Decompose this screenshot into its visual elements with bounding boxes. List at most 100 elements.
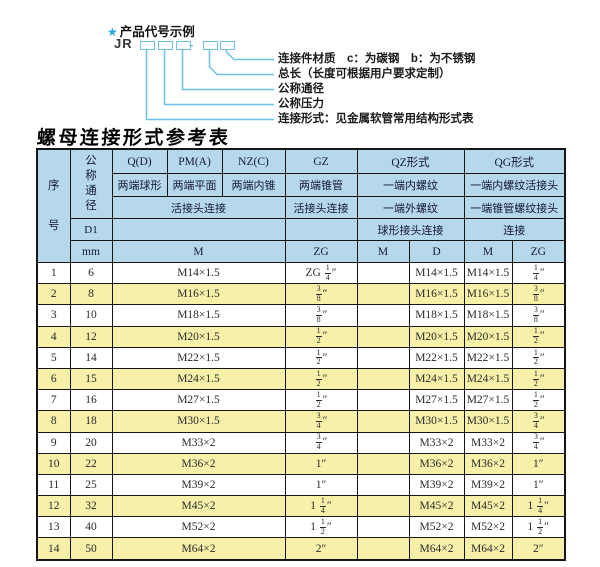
- cell-gz: 1″: [284, 452, 358, 475]
- cell-m: M30×1.5: [111, 410, 286, 433]
- cell-gz: 1 2 ″: [284, 325, 358, 348]
- cell-qgzg: 1 2 ″: [511, 346, 566, 369]
- cell-gz: ZG 1 4 ″: [284, 261, 358, 285]
- cell-qgzg: 1″: [511, 473, 566, 497]
- cell-qgzg: 3 4 ″: [511, 431, 566, 454]
- cell-qzd: M64×2: [408, 537, 465, 561]
- cell-m: M39×2: [111, 473, 286, 497]
- cell-dn: 50: [69, 537, 113, 561]
- code-box: [140, 41, 155, 50]
- cell-no: 6: [36, 367, 71, 391]
- cell-qgm: M20×1.5: [463, 325, 513, 348]
- header-gz-union: 活接头连接: [284, 196, 358, 219]
- header-qg-taper-joint: 一端锥管螺纹接头: [463, 196, 566, 219]
- cell-qzd: M18×1.5: [408, 304, 465, 327]
- cell-m: M14×1.5: [111, 261, 286, 285]
- cell-qgzg: 1 1 2 ″: [511, 516, 566, 539]
- cell-qzd: M14×1.5: [408, 261, 465, 285]
- header-q-desc: 两端球形: [111, 173, 168, 197]
- header-qg: QG形式: [463, 148, 566, 174]
- header-pm: PM(A): [166, 148, 223, 174]
- cell-qgm: M36×2: [463, 452, 513, 475]
- cell-no: 13: [36, 516, 71, 539]
- table-header: 序号 公称通径 Q(D) PM(A) NZ(C) GZ QZ形式 QG形式 两端…: [36, 148, 566, 263]
- label-total-length: 总长（长度可根据用户要求定制）: [278, 68, 451, 80]
- cell-no: 1: [36, 261, 71, 285]
- cell-gz: 3 8 ″: [284, 304, 358, 327]
- cell-gz: 3 8 ″: [284, 283, 358, 306]
- cell-qgm: M16×1.5: [463, 283, 513, 306]
- cell-m: M27×1.5: [111, 389, 286, 412]
- cell-qzd: M52×2: [408, 516, 465, 539]
- cell-qzd: M16×1.5: [408, 283, 465, 306]
- cell-qzm: [356, 516, 410, 539]
- header-qg-desc: 一端内螺纹活接头: [463, 173, 566, 197]
- cell-m: M16×1.5: [111, 283, 286, 306]
- code-prefix: JR: [114, 36, 133, 51]
- header-qg-m: M: [463, 240, 513, 263]
- header-qz-ball-joint: 球形接头连接: [356, 218, 465, 241]
- cell-qgm: M27×1.5: [463, 389, 513, 412]
- cell-dn: 18: [69, 410, 113, 433]
- cell-no: 2: [36, 283, 71, 306]
- cell-no: 12: [36, 495, 71, 518]
- cell-qgzg: 1 1 4 ″: [511, 495, 566, 518]
- header-q: Q(D): [111, 148, 168, 174]
- cell-gz: 3 4 ″: [284, 431, 358, 454]
- cell-gz: 1 2 ″: [284, 389, 358, 412]
- cell-m: M52×2: [111, 516, 286, 539]
- cell-m: M22×1.5: [111, 346, 286, 369]
- cell-qzd: M22×1.5: [408, 346, 465, 369]
- header-qz-ext-thread: 一端外螺纹: [356, 196, 465, 219]
- cell-gz: 3 4 ″: [284, 410, 358, 433]
- cell-qzd: M45×2: [408, 495, 465, 518]
- cell-qgm: M22×1.5: [463, 346, 513, 369]
- header-blank-gz: [284, 218, 358, 241]
- star-icon: ★: [107, 25, 118, 39]
- table-row: 2 8 M16×1.5 3 8 ″ M16×1.5 M16×1.5 3 8 ″: [36, 283, 566, 306]
- cell-m: M20×1.5: [111, 325, 286, 348]
- label-nominal-diameter: 公称通径: [278, 83, 324, 95]
- table-row: 14 50 M64×2 2″ M64×2 M64×2 2″: [36, 537, 566, 561]
- cell-m: M24×1.5: [111, 367, 286, 391]
- cell-m: M45×2: [111, 495, 286, 518]
- header-d1: D1: [69, 218, 113, 241]
- cell-no: 3: [36, 304, 71, 327]
- cell-no: 7: [36, 389, 71, 412]
- table-row: 3 10 M18×1.5 3 8 ″ M18×1.5 M18×1.5 3 8 ″: [36, 304, 566, 327]
- cell-dn: 32: [69, 495, 113, 518]
- cell-qzd: M24×1.5: [408, 367, 465, 391]
- cell-dn: 6: [69, 261, 113, 285]
- cell-qzm: [356, 283, 410, 306]
- diagram-heading-text: 产品代号示例: [119, 25, 195, 39]
- cell-qgm: M39×2: [463, 473, 513, 497]
- cell-qzd: M39×2: [408, 473, 465, 497]
- cell-gz: 1 1 4 ″: [284, 495, 358, 518]
- cell-qzd: M33×2: [408, 431, 465, 454]
- code-box: [220, 41, 235, 50]
- table-title: 螺母连接形式参考表: [36, 128, 232, 149]
- cell-no: 8: [36, 410, 71, 433]
- header-gz-desc: 两端锥管: [284, 173, 358, 197]
- header-qg-zg: ZG: [511, 240, 566, 263]
- cell-qzm: [356, 346, 410, 369]
- cell-qzd: M36×2: [408, 452, 465, 475]
- cell-qzm: [356, 261, 410, 285]
- cell-gz: 2″: [284, 537, 358, 561]
- table-row: 4 12 M20×1.5 1 2 ″ M20×1.5 M20×1.5 1 2 ″: [36, 325, 566, 348]
- cell-gz: 1 1 2 ″: [284, 516, 358, 539]
- cell-no: 4: [36, 325, 71, 348]
- cell-qzm: [356, 452, 410, 475]
- table-row: 6 15 M24×1.5 1 2 ″ M24×1.5 M24×1.5 1 2 ″: [36, 367, 566, 391]
- code-box: [176, 41, 191, 50]
- header-seq: 序号: [36, 148, 71, 263]
- cell-qzd: M30×1.5: [408, 410, 465, 433]
- table-row: 9 20 M33×2 3 4 ″ M33×2 M33×2 3 4 ″: [36, 431, 566, 454]
- header-qz-m: M: [356, 240, 410, 263]
- cell-qzd: M27×1.5: [408, 389, 465, 412]
- cell-qzm: [356, 367, 410, 391]
- cell-qzm: [356, 410, 410, 433]
- cell-qzm: [356, 431, 410, 454]
- code-dash: -: [189, 37, 194, 52]
- label-nominal-pressure: 公称压力: [278, 98, 324, 110]
